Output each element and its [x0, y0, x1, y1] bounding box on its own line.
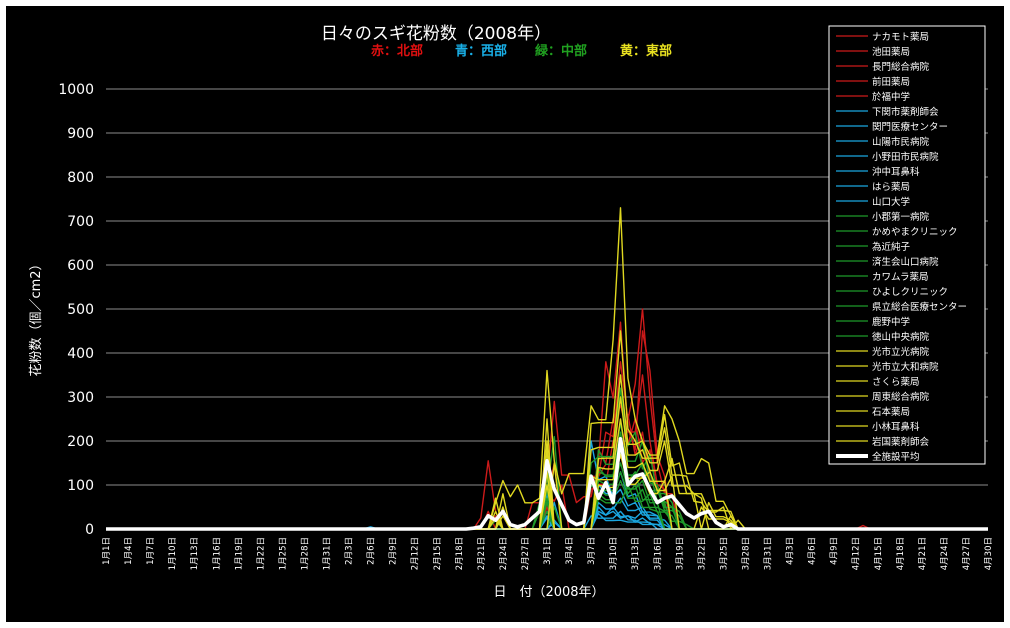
y-tick-label: 0 — [85, 522, 94, 538]
legend-item: 周東総合病院 — [872, 391, 930, 403]
y-tick-label: 100 — [67, 478, 94, 494]
x-tick-label: 2月9日 — [389, 537, 399, 565]
legend-item: 於福中学 — [872, 91, 910, 103]
legend-item: 池田薬局 — [872, 46, 910, 58]
x-axis-ticks: 1月1日 1月4日 1月7日 1月10日 1月13日 1月16日 1月19日 1月22日 1月2… — [102, 537, 994, 570]
legend-item: 済生会山口病院 — [872, 256, 939, 268]
x-tick-label: 1月19日 — [234, 537, 244, 570]
x-tick-label: 1月4日 — [124, 537, 134, 565]
region-label-central: 緑：中部 — [535, 43, 587, 59]
legend-item: 山口大学 — [872, 196, 910, 208]
legend-item: カワムラ薬局 — [872, 271, 929, 283]
y-tick-label: 200 — [67, 434, 94, 450]
x-tick-label: 2月12日 — [411, 537, 421, 570]
legend-item: 小野田市民病院 — [872, 151, 939, 163]
legend-item: はら薬局 — [872, 181, 910, 193]
x-axis-label: 日 付（2008年） — [493, 585, 604, 600]
x-tick-label: 4月12日 — [852, 537, 862, 570]
x-tick-label: 1月31日 — [323, 537, 333, 570]
region-label-north: 赤：北部 — [371, 43, 423, 59]
x-tick-label: 3月4日 — [565, 537, 575, 565]
legend-box — [828, 25, 986, 465]
x-tick-label: 1月10日 — [168, 537, 178, 570]
x-tick-label: 1月16日 — [212, 537, 222, 570]
y-tick-label: 900 — [67, 126, 94, 142]
x-tick-label: 3月25日 — [719, 537, 729, 570]
x-tick-label: 4月6日 — [808, 537, 818, 565]
legend-item: さくら薬局 — [872, 376, 920, 388]
legend-item: 為近純子 — [872, 241, 911, 253]
y-tick-label: 400 — [67, 346, 94, 362]
legend-item: 前田薬局 — [872, 76, 910, 88]
x-tick-label: 3月28日 — [741, 537, 751, 570]
legend: ナカモト薬局池田薬局長門総合病院前田薬局於福中学下関市薬剤師会関門医療センター山… — [828, 25, 986, 465]
legend-item: かめやまクリニック — [872, 227, 958, 238]
y-axis-ticks: 0 100 200 300 400 500 600 700 800 900 1000 — [58, 82, 94, 538]
x-tick-label: 3月19日 — [675, 537, 685, 570]
legend-item: 沖中耳鼻科 — [872, 166, 920, 178]
x-tick-label: 3月7日 — [587, 537, 597, 565]
x-tick-label: 1月1日 — [102, 537, 112, 565]
legend-item: 山陽市民病院 — [872, 136, 930, 148]
chart-background: 0 100 200 300 400 500 600 700 800 900 1000 1月1日 1月4… — [6, 6, 1004, 622]
x-tick-label: 4月24日 — [940, 537, 950, 570]
x-tick-label: 3月13日 — [631, 537, 641, 570]
x-tick-label: 4月9日 — [830, 537, 840, 565]
x-tick-label: 3月1日 — [543, 537, 553, 565]
x-tick-label: 1月13日 — [190, 537, 200, 570]
x-tick-label: 2月24日 — [499, 537, 509, 570]
legend-item: 岩国薬剤師会 — [872, 436, 930, 448]
x-tick-label: 4月21日 — [918, 537, 928, 570]
x-tick-label: 4月27日 — [962, 537, 972, 570]
region-label-west: 青：西部 — [455, 43, 507, 59]
region-label-east: 黄：東部 — [620, 43, 672, 59]
x-tick-label: 1月7日 — [146, 537, 156, 565]
legend-item: 徳山中央病院 — [872, 331, 930, 343]
legend-item: 石本薬局 — [872, 406, 910, 418]
legend-item: 光市立大和病院 — [872, 361, 939, 373]
x-tick-label: 4月18日 — [896, 537, 906, 570]
legend-item: ひよしクリニック — [872, 287, 948, 298]
x-tick-label: 1月28日 — [300, 537, 310, 570]
x-tick-label: 4月15日 — [874, 537, 884, 570]
y-tick-label: 800 — [67, 170, 94, 186]
legend-item: 県立総合医療センター — [872, 301, 967, 313]
x-tick-label: 2月6日 — [367, 537, 377, 565]
y-tick-label: 1000 — [58, 82, 94, 98]
x-tick-label: 1月25日 — [278, 537, 288, 570]
legend-item: 全施設平均 — [872, 451, 920, 463]
legend-item: 長門総合病院 — [872, 61, 930, 73]
x-tick-label: 2月21日 — [477, 537, 487, 570]
legend-item: 小郡第一病院 — [872, 211, 930, 223]
x-tick-label: 3月31日 — [764, 537, 774, 570]
x-tick-label: 3月16日 — [653, 537, 663, 570]
legend-item: 光市立光病院 — [872, 346, 930, 358]
chart-title: 日々のスギ花粉数（2008年） — [321, 24, 551, 44]
legend-item: 下関市薬剤師会 — [872, 106, 939, 118]
legend-item: 鹿野中学 — [872, 316, 910, 328]
x-tick-label: 2月18日 — [455, 537, 465, 570]
x-tick-label: 3月10日 — [609, 537, 619, 570]
legend-item: ナカモト薬局 — [872, 31, 929, 43]
x-tick-label: 2月15日 — [433, 537, 443, 570]
y-tick-label: 600 — [67, 258, 94, 274]
x-tick-label: 1月22日 — [256, 537, 266, 570]
y-tick-label: 700 — [67, 214, 94, 230]
y-tick-label: 300 — [67, 390, 94, 406]
y-axis-label: 花粉数（個／cm2） — [28, 257, 44, 376]
x-tick-label: 3月22日 — [697, 537, 707, 570]
x-tick-label: 2月3日 — [345, 537, 355, 565]
x-tick-label: 2月27日 — [521, 537, 531, 570]
y-tick-label: 500 — [67, 302, 94, 318]
legend-item: 小林耳鼻科 — [872, 421, 920, 433]
legend-item: 関門医療センター — [872, 121, 948, 133]
x-tick-label: 4月30日 — [984, 537, 994, 570]
x-tick-label: 4月3日 — [786, 537, 796, 565]
chart: 0 100 200 300 400 500 600 700 800 900 1000 1月1日 1月4… — [28, 24, 994, 600]
